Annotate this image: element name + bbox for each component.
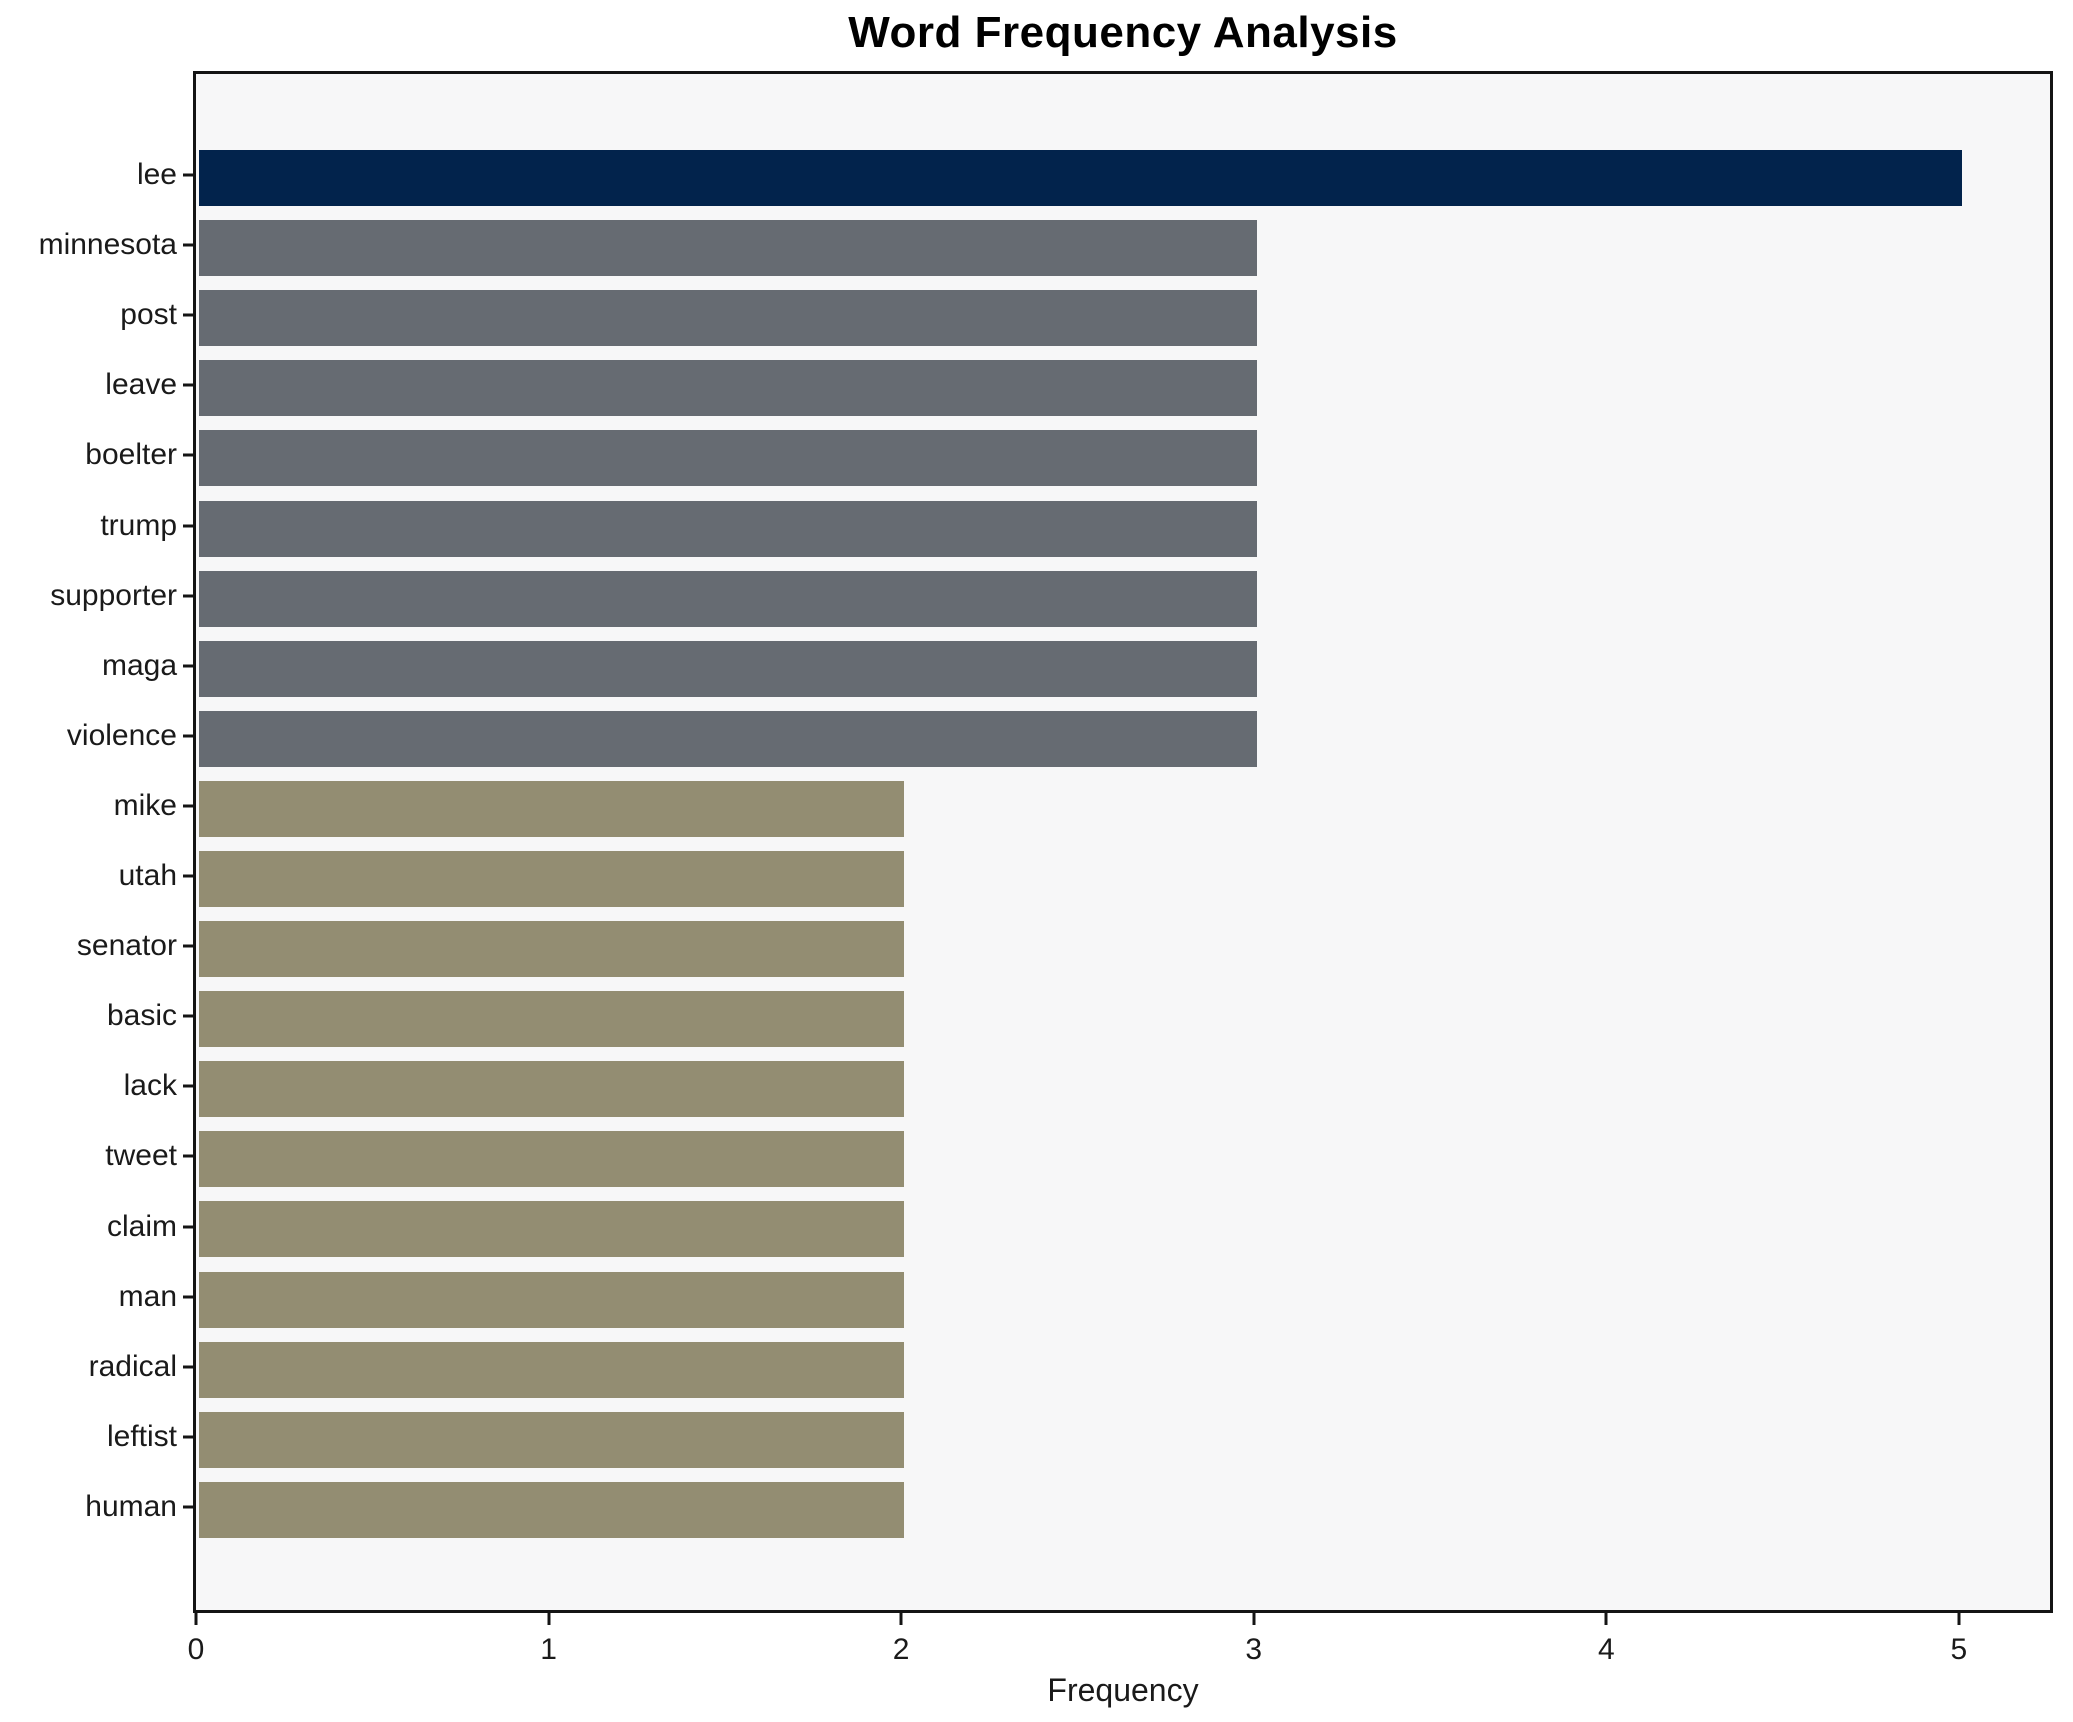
bar-basic: [199, 991, 905, 1048]
y-tick-mark: [183, 1154, 193, 1158]
y-label-basic: basic: [106, 999, 177, 1033]
y-tick-mark: [183, 804, 193, 808]
bar-row: [199, 493, 2050, 563]
y-label-radical: radical: [88, 1349, 177, 1383]
y-axis-labels: lee minnesota post leave boelter trump support…: [0, 74, 177, 1610]
bar-row: [199, 844, 2050, 914]
bar-row: [199, 213, 2050, 283]
y-label-lee: lee: [136, 158, 177, 192]
bar-leave: [199, 360, 1257, 417]
x-tick-label-5: 5: [1950, 1633, 1968, 1666]
bar-radical: [199, 1341, 905, 1398]
bar-senator: [199, 921, 905, 978]
x-tick-label-1: 1: [540, 1633, 557, 1666]
y-tick-mark: [183, 383, 193, 387]
x-tick-mark: [1957, 1613, 1961, 1625]
bar-lee: [199, 150, 1962, 207]
y-tick-mark: [183, 944, 193, 948]
bar-row: [199, 353, 2050, 423]
y-tick-mark: [183, 1225, 193, 1229]
y-label-post: post: [120, 298, 177, 332]
y-label-supporter: supporter: [50, 578, 177, 612]
bar-row: [199, 634, 2050, 704]
x-tick-label-0: 0: [187, 1633, 205, 1666]
bar-row: [199, 1265, 2050, 1335]
y-tick-mark: [183, 1365, 193, 1369]
y-label-man: man: [118, 1279, 177, 1313]
bar-violence: [199, 710, 1257, 767]
bar-row: [199, 1335, 2050, 1405]
y-label-claim: claim: [106, 1209, 177, 1243]
y-label-tweet: tweet: [105, 1139, 177, 1173]
y-label-violence: violence: [66, 718, 177, 752]
bar-human: [199, 1481, 905, 1538]
bar-row: [199, 143, 2050, 213]
chart-title: Word Frequency Analysis: [848, 8, 1398, 57]
bar-tweet: [199, 1131, 905, 1188]
y-tick-mark: [183, 734, 193, 738]
y-tick-mark: [183, 874, 193, 878]
bar-row: [199, 1475, 2050, 1545]
y-label-leftist: leftist: [106, 1419, 177, 1453]
bar-trump: [199, 500, 1257, 557]
bar-minnesota: [199, 220, 1257, 277]
x-tick-label-4: 4: [1597, 1633, 1615, 1666]
x-tick-mark: [899, 1613, 903, 1625]
bar-mike: [199, 780, 905, 837]
bar-row: [199, 984, 2050, 1054]
bar-row: [199, 704, 2050, 774]
y-tick-mark: [183, 524, 193, 528]
bar-row: [199, 283, 2050, 353]
y-label-trump: trump: [100, 508, 177, 542]
y-tick-mark: [183, 1084, 193, 1088]
x-tick-label-3: 3: [1245, 1633, 1263, 1666]
x-tick-mark: [194, 1613, 198, 1625]
x-axis-label: Frequency: [1047, 1672, 1199, 1708]
bar-row: [199, 1194, 2050, 1264]
y-label-minnesota: minnesota: [38, 228, 177, 262]
y-tick-mark: [183, 664, 193, 668]
bars-container: [199, 77, 2050, 1613]
x-tick-mark: [1604, 1613, 1608, 1625]
x-tick-mark: [547, 1613, 551, 1625]
y-tick-mark: [183, 1505, 193, 1509]
y-label-senator: senator: [76, 929, 177, 963]
bar-row: [199, 1405, 2050, 1475]
y-tick-mark: [183, 243, 193, 247]
x-tick-label-2: 2: [892, 1633, 910, 1666]
bar-row: [199, 564, 2050, 634]
y-label-leave: leave: [105, 368, 177, 402]
y-label-lack: lack: [123, 1069, 177, 1103]
y-tick-mark: [183, 1435, 193, 1439]
bar-row: [199, 914, 2050, 984]
y-tick-mark: [183, 1295, 193, 1299]
y-label-human: human: [85, 1489, 177, 1523]
x-tick-mark: [1252, 1613, 1256, 1625]
y-tick-mark: [183, 453, 193, 457]
bar-supporter: [199, 570, 1257, 627]
bar-row: [199, 1054, 2050, 1124]
y-label-maga: maga: [101, 648, 177, 682]
y-tick-mark: [183, 173, 193, 177]
bar-utah: [199, 850, 905, 907]
bar-leftist: [199, 1411, 905, 1468]
y-tick-mark: [183, 594, 193, 598]
bar-lack: [199, 1061, 905, 1118]
bar-boelter: [199, 430, 1257, 487]
bar-post: [199, 290, 1257, 347]
bar-man: [199, 1271, 905, 1328]
plot-area: [193, 71, 2053, 1613]
bar-maga: [199, 640, 1257, 697]
bar-claim: [199, 1201, 905, 1258]
y-label-utah: utah: [118, 859, 177, 893]
y-tick-mark: [183, 313, 193, 317]
y-tick-mark: [183, 1014, 193, 1018]
y-label-boelter: boelter: [85, 438, 177, 472]
bar-row: [199, 774, 2050, 844]
bar-row: [199, 1124, 2050, 1194]
bar-row: [199, 423, 2050, 493]
y-label-mike: mike: [113, 788, 177, 822]
